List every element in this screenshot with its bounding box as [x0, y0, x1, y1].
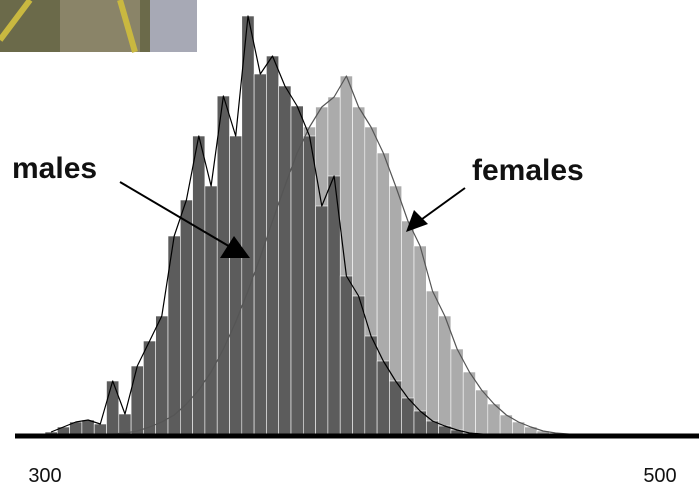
bar: [143, 341, 155, 436]
bar: [193, 136, 205, 436]
page: {"chart_data": { "type": "histogram", "b…: [0, 0, 699, 493]
bar: [131, 366, 143, 436]
bar: [217, 96, 229, 436]
annotation: males: [12, 152, 97, 185]
photo-fragment: [0, 0, 197, 52]
x-ticks: 300 500: [28, 465, 676, 487]
bar: [156, 316, 168, 436]
bar: [377, 361, 389, 436]
bar: [500, 415, 512, 436]
bar: [476, 390, 488, 436]
annotation: females: [472, 154, 584, 187]
bar: [266, 56, 278, 436]
arrow: [406, 188, 465, 232]
bar: [426, 291, 438, 436]
bar: [316, 206, 328, 436]
bar: [414, 246, 426, 436]
bar: [205, 186, 217, 436]
bar: [279, 86, 291, 436]
bar: [303, 136, 315, 436]
bars: [45, 16, 599, 436]
bar: [451, 349, 463, 436]
bar: [353, 296, 365, 436]
bar: [402, 398, 414, 436]
bar: [340, 276, 352, 436]
chart: males females 300 500: [0, 0, 699, 493]
bar: [230, 136, 242, 436]
bar: [365, 336, 377, 436]
bar: [107, 381, 119, 436]
bar: [389, 381, 401, 436]
bar: [439, 316, 451, 436]
bar: [291, 106, 303, 436]
x-tick-label: 300: [28, 465, 61, 487]
bar: [488, 404, 500, 436]
x-tick-label: 500: [643, 465, 676, 487]
bar: [463, 372, 475, 436]
bar: [180, 200, 192, 436]
bar: [254, 74, 266, 436]
bar: [242, 16, 254, 436]
